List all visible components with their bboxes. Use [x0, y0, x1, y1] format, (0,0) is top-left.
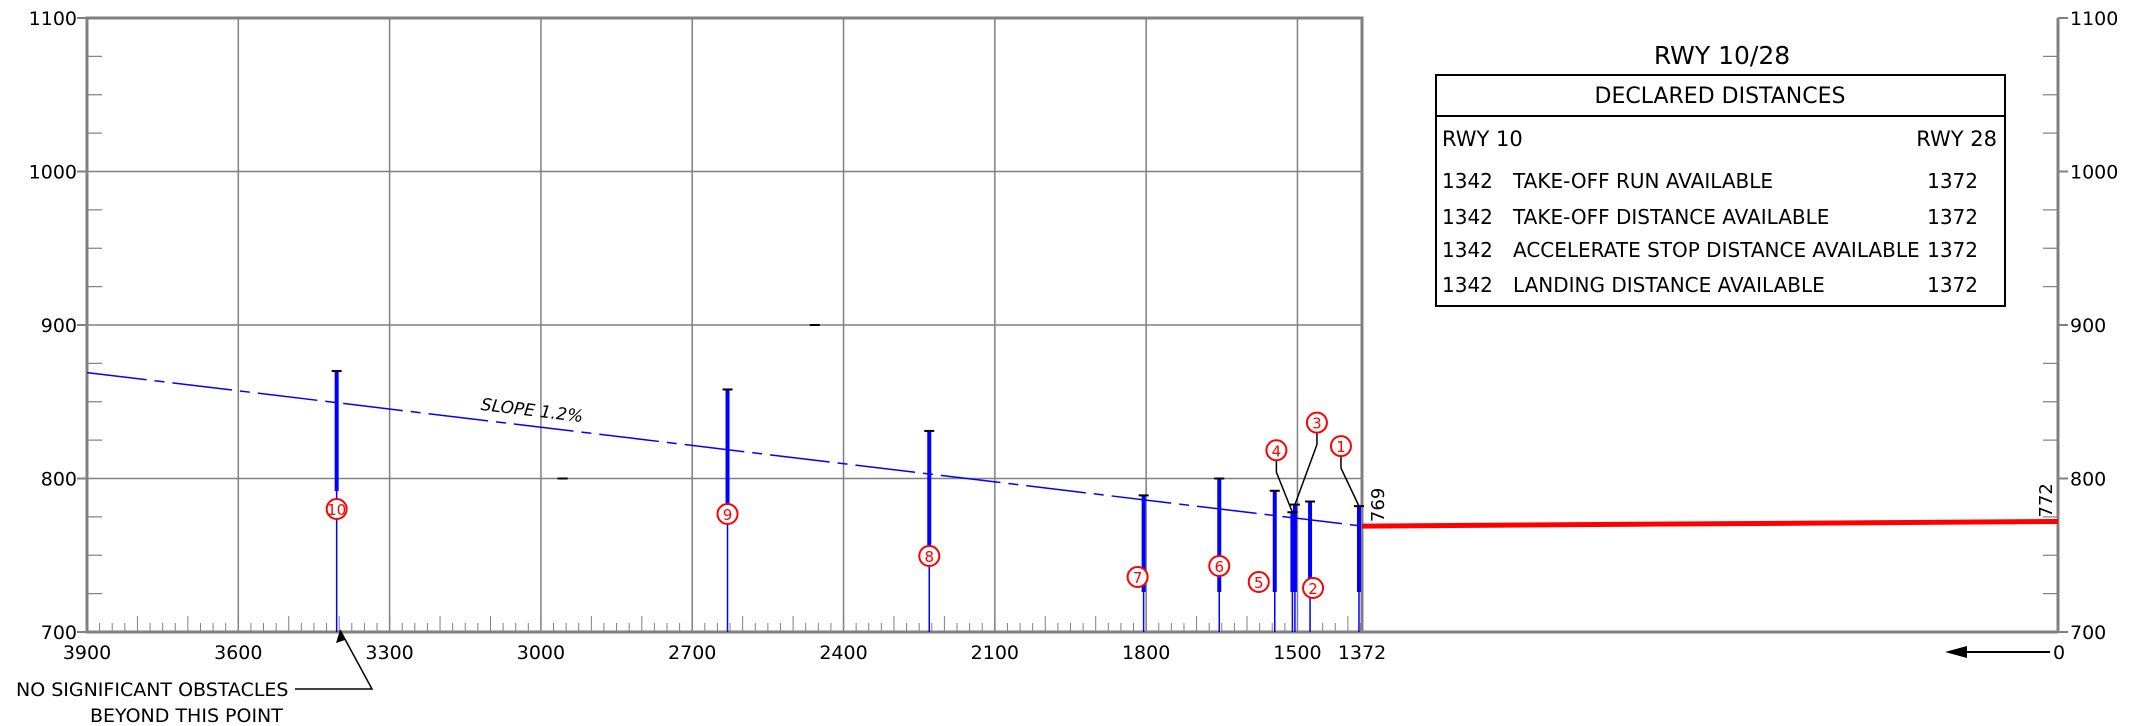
- obstacle-id: 6: [1214, 558, 1224, 576]
- x-tick-label: 3300: [365, 642, 413, 664]
- annotation-arrowhead: [336, 630, 345, 643]
- obstacle-marker: [716, 503, 739, 525]
- runway-series: 769 772: [1361, 483, 2059, 529]
- table-row-left: 1342: [1442, 205, 1493, 229]
- x-tick-label: 3900: [63, 642, 111, 664]
- obstacle-marker: [1329, 435, 1352, 458]
- obstacle-id: 10: [327, 501, 346, 519]
- table-title: RWY 10/28: [1654, 41, 1790, 70]
- x-tick-label: 3000: [517, 642, 565, 664]
- y-tick-label-right: 900: [2070, 315, 2106, 337]
- obstacle-id: 4: [1272, 442, 1282, 460]
- table-row-right: 1372: [1927, 238, 1978, 262]
- obstacle-marker: [918, 545, 941, 567]
- table-row-left: 1342: [1442, 169, 1493, 193]
- y-tick-label: 700: [41, 622, 77, 644]
- table-row-right: 1372: [1927, 205, 1978, 229]
- obstacle-marker: [1265, 439, 1288, 462]
- table-row-left: 1342: [1442, 238, 1493, 262]
- y-tick-label: 800: [41, 469, 77, 491]
- x-tick-label: 2400: [819, 642, 867, 664]
- y-tick-label-right: 800: [2070, 469, 2106, 491]
- obstacle-id: 8: [924, 548, 934, 566]
- table-row-label: ACCELERATE STOP DISTANCE AVAILABLE: [1513, 238, 1920, 262]
- obstacle-leader: [1340, 456, 1360, 507]
- obstacle-marker: [1208, 555, 1231, 577]
- runway-line: [1361, 518, 2059, 529]
- table-row-label: TAKE-OFF RUN AVAILABLE: [1512, 169, 1773, 193]
- x-tick-label: 1372: [1338, 642, 1386, 664]
- obstacle-marker: [1126, 566, 1149, 588]
- slope-series: SLOPE 1.2%: [86, 371, 1363, 527]
- obstacle-marker: [325, 498, 348, 520]
- slope-label: SLOPE 1.2%: [480, 395, 584, 427]
- table-col-right: RWY 28: [1916, 127, 1997, 151]
- table-row-right: 1372: [1927, 169, 1978, 193]
- x-tick-label: 3600: [214, 642, 262, 664]
- table-header: DECLARED DISTANCES: [1595, 84, 1846, 109]
- x-tick-label: 2700: [668, 642, 716, 664]
- table-col-left: RWY 10: [1442, 127, 1523, 151]
- table-row-left: 1342: [1442, 273, 1493, 297]
- obstacle-leader: [1275, 460, 1294, 513]
- y-tick-label-right: 1100: [2070, 8, 2118, 30]
- y-tick-label-right: 700: [2070, 622, 2106, 644]
- obstacle-id: 7: [1133, 569, 1143, 587]
- obstacle-marker: [1302, 577, 1325, 599]
- annotation-line-1: NO SIGNIFICANT OBSTACLES: [16, 679, 289, 701]
- x-tick-label-zero: 0: [2053, 642, 2065, 664]
- chart-grid: [87, 17, 1362, 633]
- no-obstacles-annotation: NO SIGNIFICANT OBSTACLES BEYOND THIS POI…: [16, 629, 374, 726]
- direction-arrow-head: [1945, 646, 1967, 658]
- y-tick-label-right: 1000: [2070, 162, 2118, 184]
- y-tick-label: 1000: [29, 162, 77, 184]
- x-tick-label: 1500: [1273, 642, 1321, 664]
- annotation-line-2: BEYOND THIS POINT: [90, 705, 283, 726]
- obstacle-series: 1 2 3 4 5 6 7 8 9 10: [325, 370, 1364, 632]
- runway-end-elevation: 772: [2036, 483, 2057, 517]
- obstacle-id: 9: [723, 506, 733, 524]
- obstacle-leader: [1294, 432, 1318, 505]
- table-row-label: TAKE-OFF DISTANCE AVAILABLE: [1512, 205, 1829, 229]
- annotation-leader: [295, 629, 374, 690]
- runway-start-elevation: 769: [1368, 488, 1389, 522]
- obstacle-id: 2: [1308, 580, 1318, 598]
- table-row-label: LANDING DISTANCE AVAILABLE: [1513, 273, 1825, 297]
- y-tick-label: 1100: [29, 8, 77, 30]
- obstacle-marker: [1305, 411, 1328, 434]
- slope-line: [86, 371, 1363, 527]
- table-frame: [1435, 74, 2006, 307]
- x-tick-label: 2100: [971, 642, 1019, 664]
- x-tick-label: 1800: [1122, 642, 1170, 664]
- obstacle-marker: [1247, 571, 1270, 593]
- y-tick-label: 900: [41, 315, 77, 337]
- obstacle-id: 1: [1336, 438, 1346, 456]
- obstacle-id: 3: [1312, 415, 1322, 433]
- declared-distances-table: RWY 10/28 DECLARED DISTANCES RWY 10 RWY …: [1435, 41, 2006, 307]
- obstacle-id: 5: [1254, 574, 1264, 592]
- table-row-right: 1372: [1927, 273, 1978, 297]
